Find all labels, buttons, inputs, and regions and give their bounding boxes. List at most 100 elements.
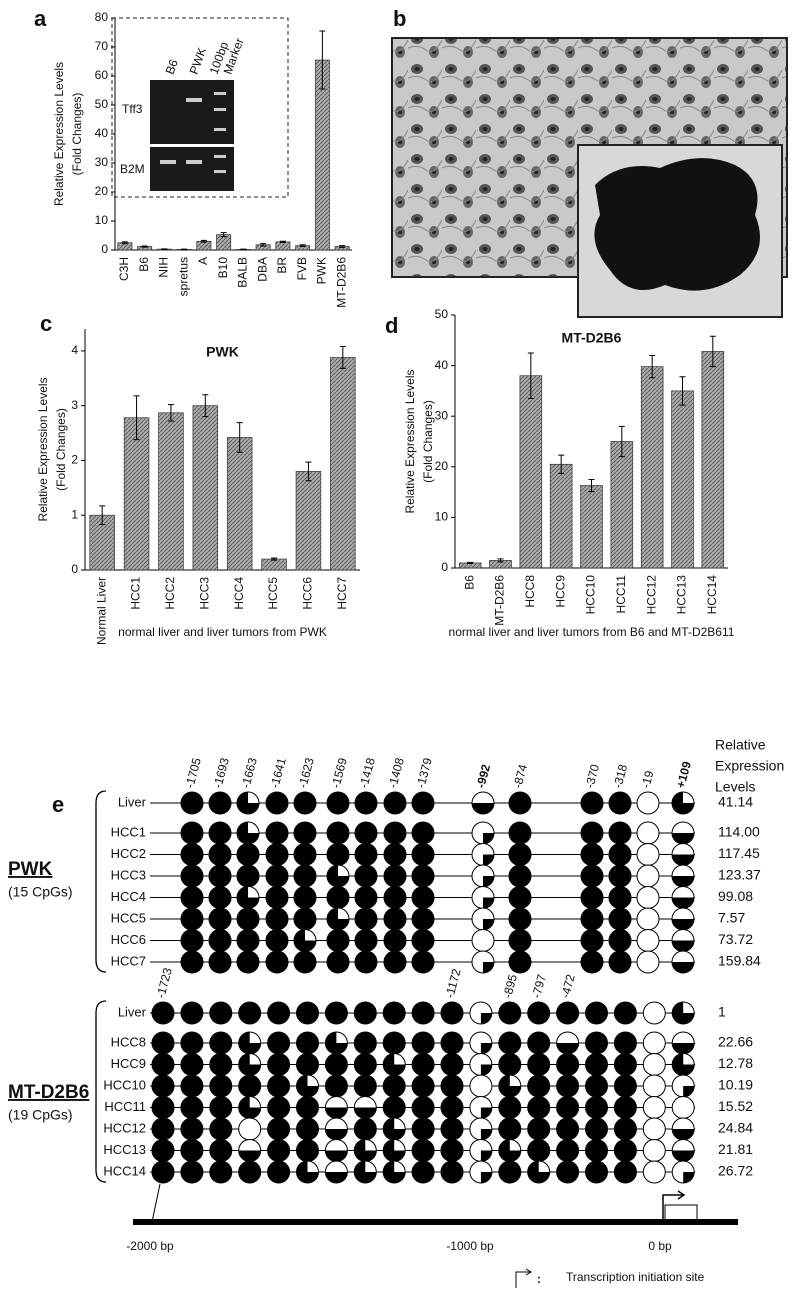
x-tick-label: HCC13 [675, 575, 689, 615]
error-bar [618, 425, 625, 458]
cpg-fill [509, 951, 531, 973]
cpg-fill [581, 865, 603, 887]
inset-frame [111, 17, 289, 198]
cpg-fill [294, 822, 316, 844]
cpg-fill [354, 1032, 377, 1054]
bar [610, 441, 634, 569]
cpg-site-label: -1641 [267, 756, 289, 790]
cpg-site-label: -1705 [182, 756, 204, 790]
cpg-fill [209, 792, 231, 814]
cpg-fill [527, 1075, 550, 1097]
bar [330, 357, 356, 571]
cpg-fill [498, 1002, 521, 1024]
error-bar [339, 245, 346, 248]
cpg-fill [480, 1043, 492, 1054]
bar [226, 437, 253, 571]
cpg-fill [509, 843, 531, 866]
cpg-fill [209, 1096, 232, 1119]
cpg-fill [209, 886, 231, 909]
row-label: HCC2 [111, 846, 146, 861]
cpg-fill [354, 1002, 377, 1024]
cpg-fill [354, 1118, 377, 1140]
cpg-fill [267, 1118, 290, 1140]
cpg-fill [327, 951, 349, 973]
y-tick-label: 2 [71, 453, 78, 467]
cpg-fill [383, 1002, 406, 1024]
gel-bands [160, 92, 226, 173]
cpg-fill [267, 1075, 290, 1097]
cpg-fill [325, 1002, 348, 1024]
cpg-fill [585, 1032, 608, 1054]
y-tick-label: 20 [95, 184, 109, 198]
y-tick-label: 80 [95, 10, 109, 24]
cpg-fill [581, 792, 603, 814]
x-tick-label: HCC12 [644, 575, 658, 615]
x-tick-label: HCC14 [705, 575, 719, 615]
scale-label: -1000 bp [446, 1239, 494, 1253]
cpg-fill [383, 1096, 406, 1119]
cpg-fill [556, 1043, 579, 1054]
cpg-fill [296, 1139, 319, 1162]
error-bar [220, 232, 227, 238]
row-label: HCC14 [103, 1163, 146, 1178]
cpg-fill [672, 919, 694, 930]
bar [580, 485, 603, 569]
cpg-fill [498, 1053, 521, 1076]
x-tick-label: PWK [315, 257, 329, 284]
cpg-site-label: -370 [582, 762, 602, 789]
cpg-fill [355, 908, 377, 930]
cpg-site-label: -1693 [210, 756, 232, 790]
cpg-fill [384, 792, 406, 814]
cpg-fill [441, 1075, 463, 1097]
x-tick-label: NIH [157, 257, 171, 278]
cpg-fill [614, 1032, 637, 1054]
cpg-fill [498, 1032, 521, 1054]
y-tick-label: 0 [441, 560, 448, 574]
cpg-fill [609, 886, 631, 909]
cpg-fill [480, 1172, 492, 1183]
y-tick-label: 30 [435, 408, 449, 422]
cpg-fill [614, 1118, 637, 1140]
cpg-site-label: -1623 [295, 756, 317, 790]
cpg-fill [581, 886, 603, 909]
cpg-fill [480, 1129, 492, 1140]
cpg-site [471, 929, 495, 952]
cpg-fill [480, 1013, 492, 1024]
cpg-fill [180, 1118, 203, 1140]
x-tick-label: HCC5 [266, 577, 280, 610]
cpg-fill [509, 822, 531, 844]
y-tick-label: 50 [435, 307, 449, 321]
error-bar [260, 243, 267, 247]
cpg-fill [152, 1139, 174, 1162]
cpg-fill [237, 792, 259, 814]
error-bar [305, 461, 312, 482]
cpg-fill [498, 1118, 521, 1140]
cpg-site-label: +109 [673, 760, 694, 790]
y-tick-label: 4 [71, 343, 78, 357]
cpg-fill [556, 1075, 579, 1097]
cpg-fill [480, 1107, 492, 1119]
cpg-fill [181, 865, 203, 887]
cpg-fill [209, 1161, 232, 1183]
cpg-fill [683, 1086, 695, 1097]
x-tick-label: A [196, 257, 210, 265]
y-axis-label: Relative Expression Levels [52, 62, 66, 206]
cpg-fill [483, 962, 494, 973]
cpg-fill [354, 1075, 377, 1097]
x-tick-label: B6 [137, 257, 151, 272]
cpg-fill [266, 792, 288, 814]
cpg-fill [181, 908, 203, 930]
x-tick-label: FVB [295, 257, 309, 280]
gel [150, 80, 234, 144]
exon-box [664, 1204, 698, 1221]
cpg-fill [237, 886, 259, 909]
chart-title: PWK [206, 344, 239, 360]
cpg-fill [355, 792, 377, 814]
cpg-site [636, 791, 660, 815]
cpg-fill [383, 1053, 406, 1076]
expression-value: 117.45 [718, 845, 760, 861]
cpg-fill [152, 1032, 174, 1054]
cpg-fill [327, 822, 349, 844]
cpg-fill [325, 1172, 348, 1183]
group-subtitle: (19 CpGs) [8, 1107, 73, 1123]
